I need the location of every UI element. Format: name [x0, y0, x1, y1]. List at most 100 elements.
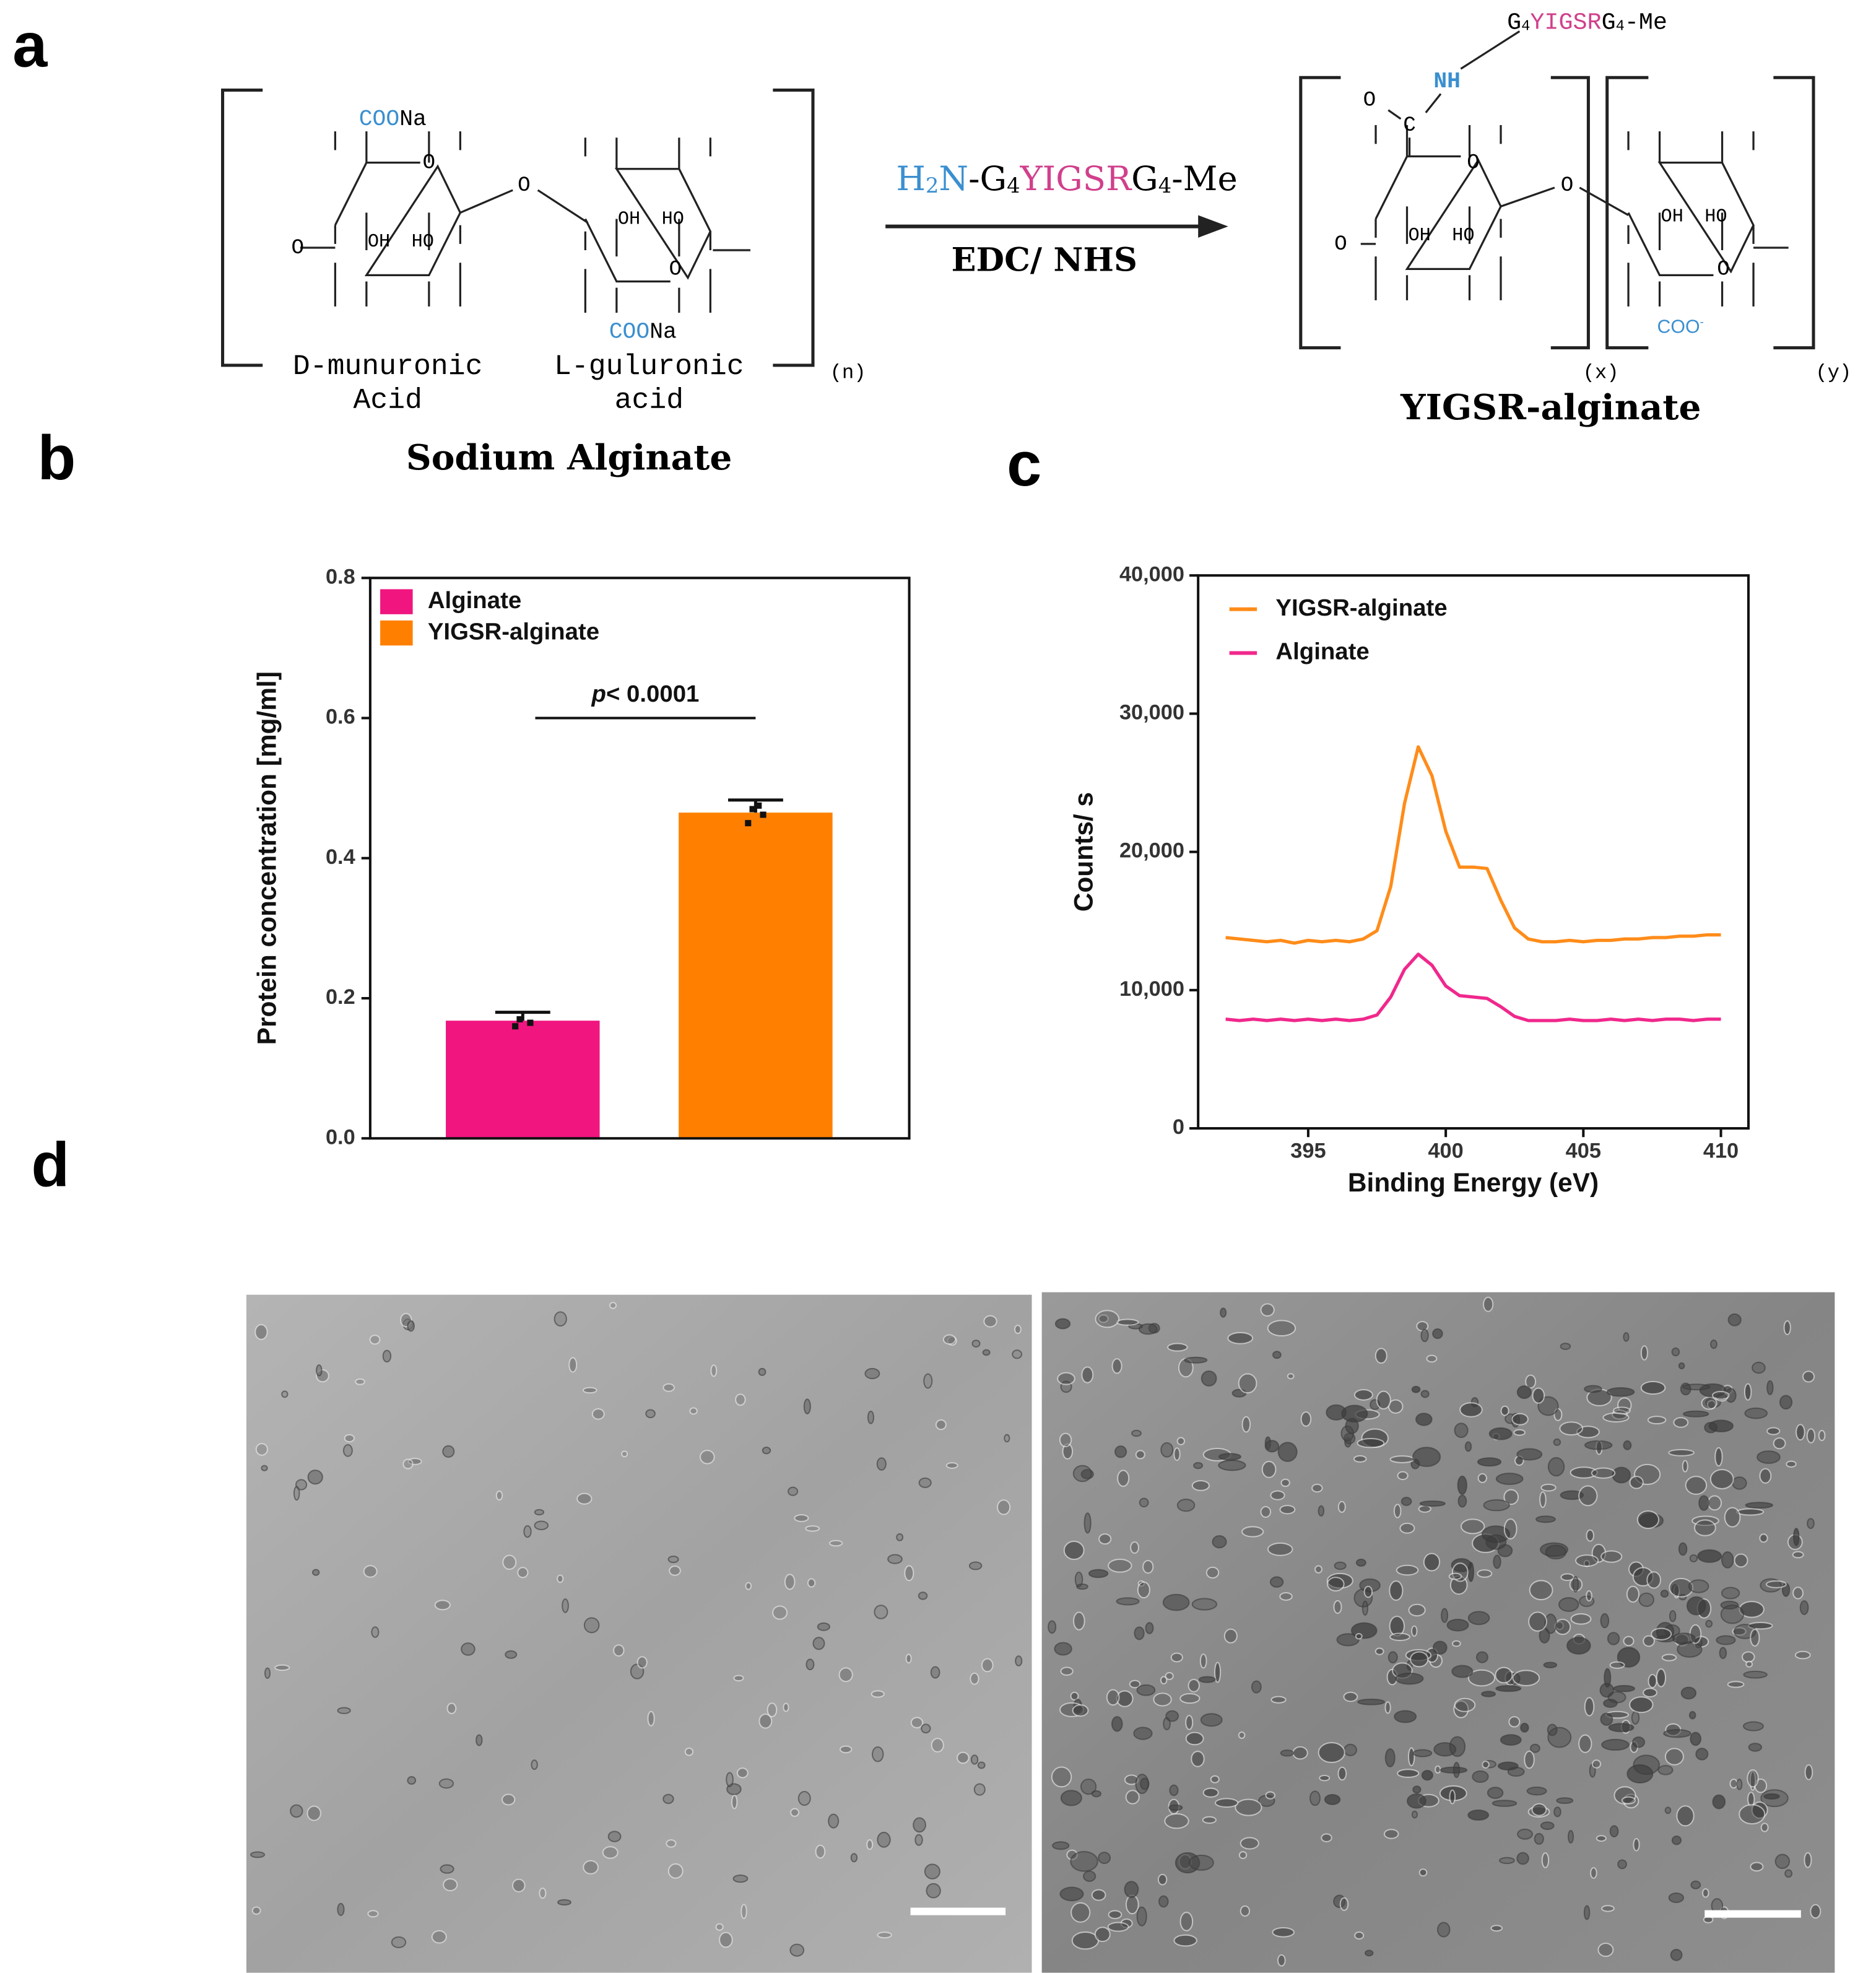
- cell: [1420, 1328, 1429, 1343]
- cell: [871, 1746, 884, 1762]
- cell: [609, 1302, 617, 1309]
- cell: [264, 1667, 271, 1679]
- cell: [1376, 1390, 1391, 1410]
- cell: [1098, 1533, 1112, 1545]
- cell: [1139, 1497, 1149, 1508]
- line-series: [1225, 952, 1721, 1022]
- atom: O: [291, 236, 304, 260]
- cell: [557, 1574, 564, 1583]
- cell: [1806, 1428, 1816, 1444]
- cell: [1779, 1395, 1793, 1410]
- cell: [407, 1776, 417, 1785]
- cell: [1355, 1632, 1363, 1640]
- ring: [584, 168, 712, 283]
- cell: [1560, 1490, 1584, 1500]
- cell: [1198, 1676, 1216, 1683]
- atom: O: [669, 257, 682, 281]
- cell: [562, 1598, 569, 1613]
- cell: [1162, 1593, 1190, 1611]
- cell: [1423, 1553, 1441, 1572]
- cell: [736, 1767, 749, 1779]
- cell: [1671, 1836, 1682, 1845]
- cell: [1751, 1801, 1768, 1819]
- y-tick-label: 0.0: [326, 1125, 355, 1149]
- cell: [583, 1860, 599, 1875]
- cell: [1080, 1779, 1097, 1795]
- cell: [910, 1717, 924, 1728]
- cell: [789, 1943, 805, 1957]
- cell: [1363, 1585, 1373, 1598]
- cell: [1774, 1853, 1791, 1870]
- cell: [1107, 1922, 1129, 1932]
- cell: [1583, 1905, 1591, 1920]
- cell: [1432, 1640, 1448, 1655]
- y-tick-label: 0.2: [326, 985, 355, 1009]
- cell: [666, 1839, 677, 1848]
- cell: [1669, 1609, 1677, 1622]
- cell: [1418, 1868, 1428, 1877]
- y-axis-label: Protein concentration [mg/ml]: [253, 671, 282, 1045]
- plot-frame: [1197, 574, 1750, 1130]
- cell: [1091, 1790, 1101, 1798]
- cell: [1747, 1792, 1755, 1807]
- cell: [1389, 1632, 1410, 1642]
- cell: [1570, 1613, 1592, 1625]
- cell: [1179, 1693, 1201, 1704]
- cell: [719, 1932, 733, 1948]
- hydroxyl: OH: [1409, 225, 1431, 246]
- cell: [1076, 1583, 1088, 1590]
- cell: [817, 1622, 830, 1631]
- cell: [1361, 1600, 1369, 1616]
- cell: [1629, 1696, 1654, 1714]
- cell: [982, 1349, 991, 1356]
- cell: [1238, 1731, 1246, 1739]
- cell: [1116, 1318, 1139, 1326]
- cell: [1617, 1859, 1627, 1870]
- cell: [942, 1334, 957, 1345]
- cell: [1448, 1572, 1462, 1580]
- cell: [1511, 1413, 1529, 1426]
- cell: [871, 1690, 885, 1698]
- cell: [1664, 1748, 1684, 1766]
- cell: [254, 1324, 268, 1340]
- reagent-part: N: [939, 159, 968, 198]
- cell: [1060, 1790, 1082, 1806]
- cell: [1503, 1518, 1518, 1540]
- cell: [1142, 1559, 1154, 1574]
- cell: [1287, 1373, 1295, 1380]
- cell: [1640, 1380, 1666, 1395]
- cell: [613, 1644, 625, 1657]
- cell: [1265, 1791, 1275, 1800]
- cell: [1500, 1405, 1509, 1416]
- unit-label: Acid: [353, 384, 422, 417]
- cell: [1088, 1569, 1109, 1579]
- cell: [1345, 1418, 1359, 1434]
- cell: [1365, 1949, 1374, 1957]
- cell: [1495, 1473, 1524, 1485]
- cell: [1133, 1727, 1153, 1740]
- cell: [1412, 1785, 1422, 1794]
- cell: [1525, 1374, 1537, 1389]
- cell: [1015, 1655, 1023, 1666]
- cell: [1794, 1650, 1811, 1660]
- cell: [1553, 1438, 1561, 1446]
- cell: [1524, 1750, 1535, 1769]
- cell: [1214, 1798, 1239, 1808]
- cell: [1745, 1502, 1774, 1509]
- cell: [945, 1462, 958, 1469]
- cell: [1202, 1816, 1217, 1824]
- data-point: [527, 1019, 534, 1026]
- cell: [1572, 1575, 1579, 1593]
- cell: [918, 1477, 932, 1488]
- cell: [1623, 1332, 1630, 1342]
- cell: [1702, 1888, 1709, 1898]
- cell: [1643, 1635, 1655, 1647]
- cell: [1170, 1652, 1183, 1663]
- cell: [1783, 1320, 1791, 1335]
- cell: [1558, 1597, 1579, 1612]
- cell: [1600, 1613, 1610, 1629]
- bond: [1425, 93, 1442, 113]
- cell: [1528, 1611, 1547, 1632]
- cell: [1535, 1515, 1556, 1523]
- cell: [794, 1514, 809, 1522]
